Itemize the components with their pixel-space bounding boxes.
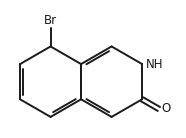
Text: Br: Br xyxy=(44,14,57,27)
Text: NH: NH xyxy=(146,58,163,71)
Text: O: O xyxy=(162,103,171,116)
